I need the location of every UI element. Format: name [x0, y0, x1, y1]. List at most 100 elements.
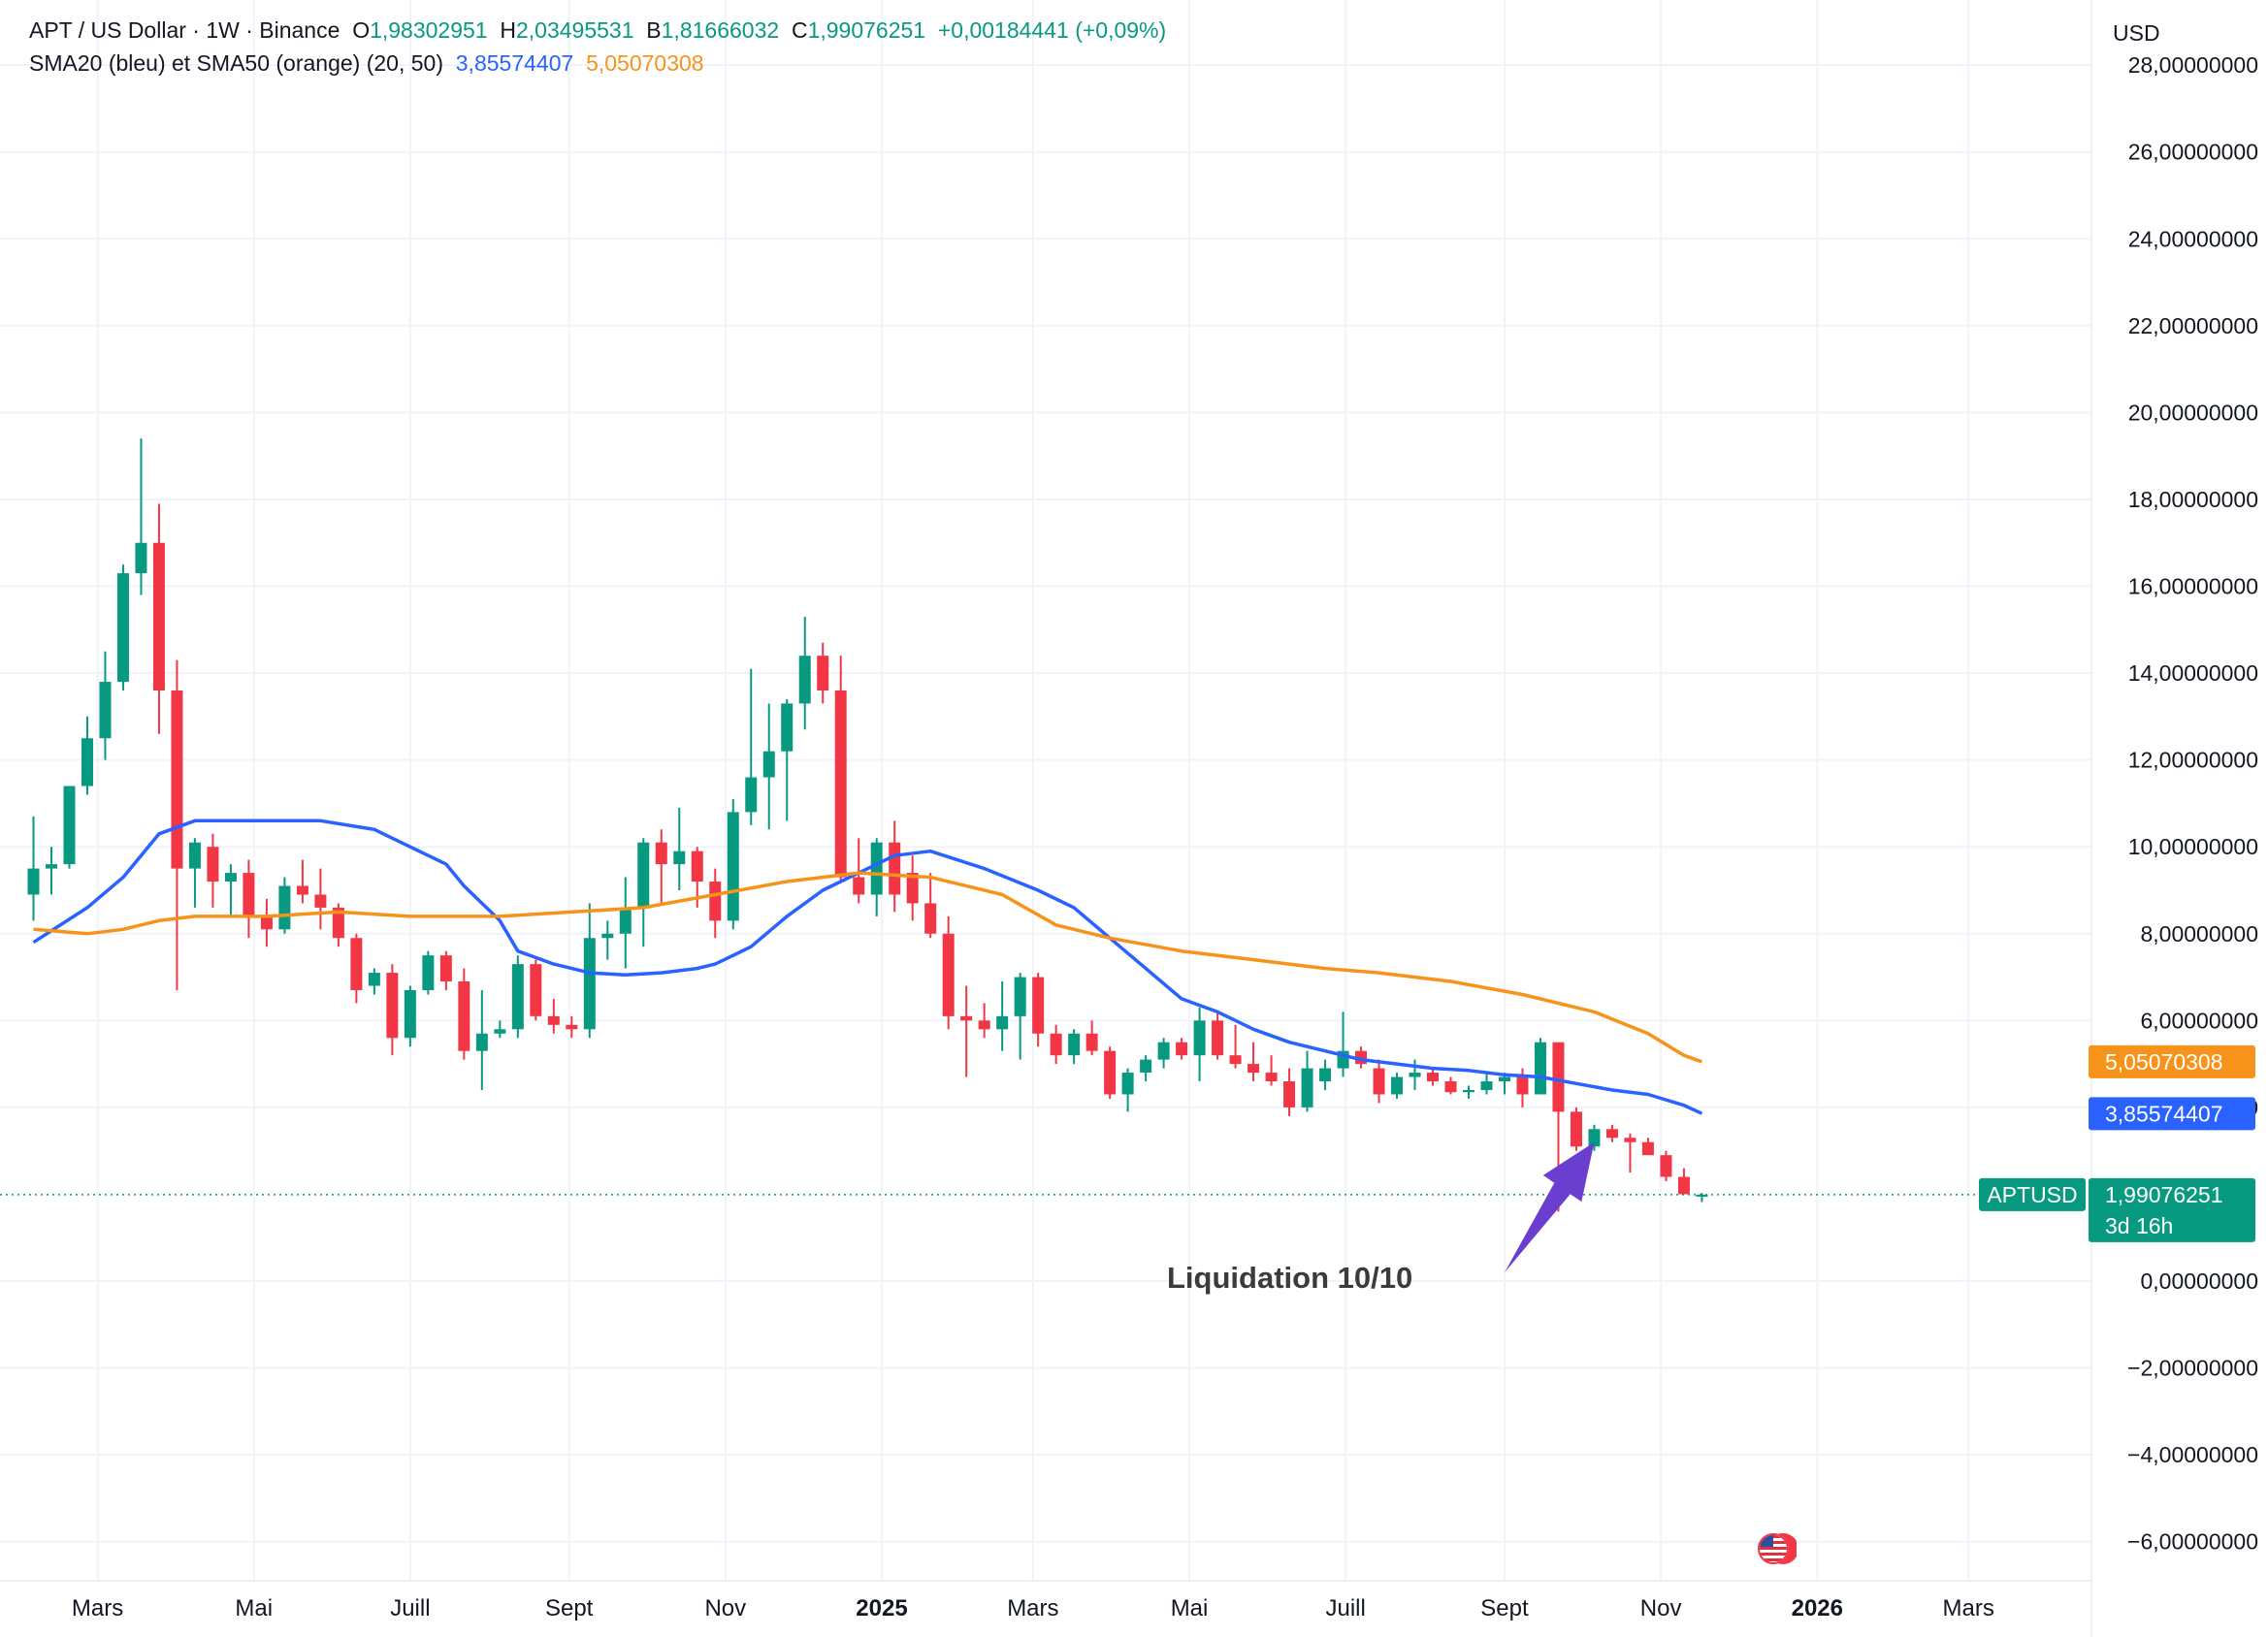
- candle: [404, 985, 416, 1047]
- candle: [368, 968, 380, 995]
- candle: [188, 838, 201, 908]
- candle-body: [260, 915, 273, 930]
- candle-body: [1552, 1042, 1565, 1112]
- candle-body: [207, 847, 219, 883]
- candle: [422, 950, 435, 995]
- price-axis[interactable]: 28,00000000 26,00000000 24,00000000 22,0000…: [2127, 52, 2258, 1555]
- candle: [1193, 1007, 1206, 1082]
- candle: [762, 703, 775, 830]
- tag-bg: [2089, 1097, 2255, 1131]
- x-tick-label: Mars: [72, 1595, 123, 1621]
- x-tick-label: Juill: [1326, 1595, 1366, 1621]
- candle: [1212, 1011, 1224, 1060]
- candle-body: [691, 851, 703, 883]
- candle-body: [1229, 1055, 1242, 1065]
- candle: [207, 833, 219, 908]
- candle-body: [566, 1024, 578, 1030]
- us-flag-icon[interactable]: [1758, 1529, 1797, 1568]
- candle: [996, 981, 1009, 1051]
- candle: [709, 868, 722, 939]
- candle: [889, 820, 901, 913]
- candle-body: [27, 868, 40, 895]
- indicator-label[interactable]: SMA20 (bleu) et SMA50 (orange) (20, 50): [29, 50, 443, 76]
- open-label: O: [352, 17, 371, 43]
- sma50-value: 5,05070308: [586, 50, 704, 76]
- candle: [1696, 1193, 1708, 1203]
- y-tick-label: 26,00000000: [2128, 140, 2258, 165]
- last-price-value: 1,99076251: [2105, 1182, 2223, 1207]
- candle: [655, 829, 667, 904]
- candle-body: [1534, 1042, 1546, 1095]
- candle: [817, 642, 829, 704]
- candle-body: [1085, 1033, 1098, 1051]
- candle: [870, 838, 883, 916]
- candle-body: [332, 907, 344, 939]
- candle-body: [1391, 1076, 1404, 1095]
- candle: [350, 933, 363, 1004]
- candle-body: [81, 738, 93, 786]
- close-label: C: [791, 17, 808, 43]
- candle-body: [135, 542, 147, 574]
- candle: [1534, 1038, 1546, 1095]
- candle-body: [1660, 1155, 1672, 1177]
- candle-body: [63, 786, 76, 865]
- x-tick-label: Mars: [1007, 1595, 1058, 1621]
- candle-body: [1570, 1111, 1582, 1147]
- candle-body: [870, 842, 883, 895]
- candle-body: [1605, 1129, 1618, 1139]
- candle-body: [1050, 1033, 1062, 1056]
- indicator-row: SMA20 (bleu) et SMA50 (orange) (20, 50) …: [29, 47, 1166, 80]
- candle-body: [1498, 1076, 1510, 1082]
- candle-body: [798, 656, 811, 704]
- candle: [1391, 1073, 1404, 1099]
- candle: [1032, 973, 1045, 1047]
- candle: [135, 438, 147, 595]
- candle-body: [99, 682, 112, 739]
- candle: [1121, 1068, 1134, 1112]
- currency-button[interactable]: USD: [2095, 12, 2260, 54]
- candle: [1265, 1055, 1278, 1086]
- candle-body: [960, 1015, 973, 1021]
- candle-body: [243, 873, 255, 916]
- candle: [152, 503, 165, 734]
- candle-body: [583, 938, 596, 1030]
- candle-body: [996, 1015, 1009, 1030]
- candle-body: [1157, 1042, 1170, 1060]
- candle-body: [368, 973, 380, 986]
- candle-body: [404, 989, 416, 1039]
- candle: [1677, 1168, 1690, 1195]
- candle: [224, 864, 237, 916]
- candle-body: [762, 751, 775, 778]
- candle-body: [1121, 1073, 1134, 1095]
- candle: [960, 985, 973, 1077]
- last-price-tag: APTUSD 1,99076251 3d 16h: [1979, 1177, 2255, 1242]
- candle: [1570, 1107, 1582, 1151]
- candle-body: [1032, 977, 1045, 1034]
- candle-body: [1265, 1073, 1278, 1082]
- candle-body: [978, 1020, 990, 1030]
- candle-body: [942, 933, 955, 1016]
- candle: [1140, 1055, 1152, 1082]
- candle-body: [171, 690, 183, 869]
- x-tick-label: Sept: [545, 1595, 594, 1621]
- candle-body: [350, 938, 363, 990]
- high-label: H: [500, 17, 516, 43]
- y-tick-label: 0,00000000: [2140, 1268, 2258, 1294]
- symbol-title[interactable]: APT / US Dollar · 1W · Binance: [29, 17, 340, 43]
- symbol-tag-bg: [1979, 1177, 2086, 1211]
- price-tags: 5,05070308 3,85574407 APTUSD 1,99076251 3d 1…: [1979, 1044, 2255, 1242]
- close-value: 1,99076251: [807, 17, 926, 43]
- sma20-line: [32, 818, 1703, 1115]
- candle-body: [1641, 1141, 1654, 1156]
- candle-body: [906, 873, 919, 904]
- candle: [1373, 1059, 1385, 1104]
- high-value: 2,03495531: [516, 17, 634, 43]
- candle-body: [1104, 1050, 1117, 1095]
- candle-body: [1427, 1073, 1440, 1082]
- candle-body: [1140, 1059, 1152, 1074]
- x-tick-label: Juill: [390, 1595, 430, 1621]
- candle: [530, 959, 542, 1021]
- time-axis[interactable]: Mars Mai Juill Sept Nov 2025 Mars Mai Juill Sept N…: [72, 1595, 1994, 1621]
- candle-body: [439, 955, 452, 982]
